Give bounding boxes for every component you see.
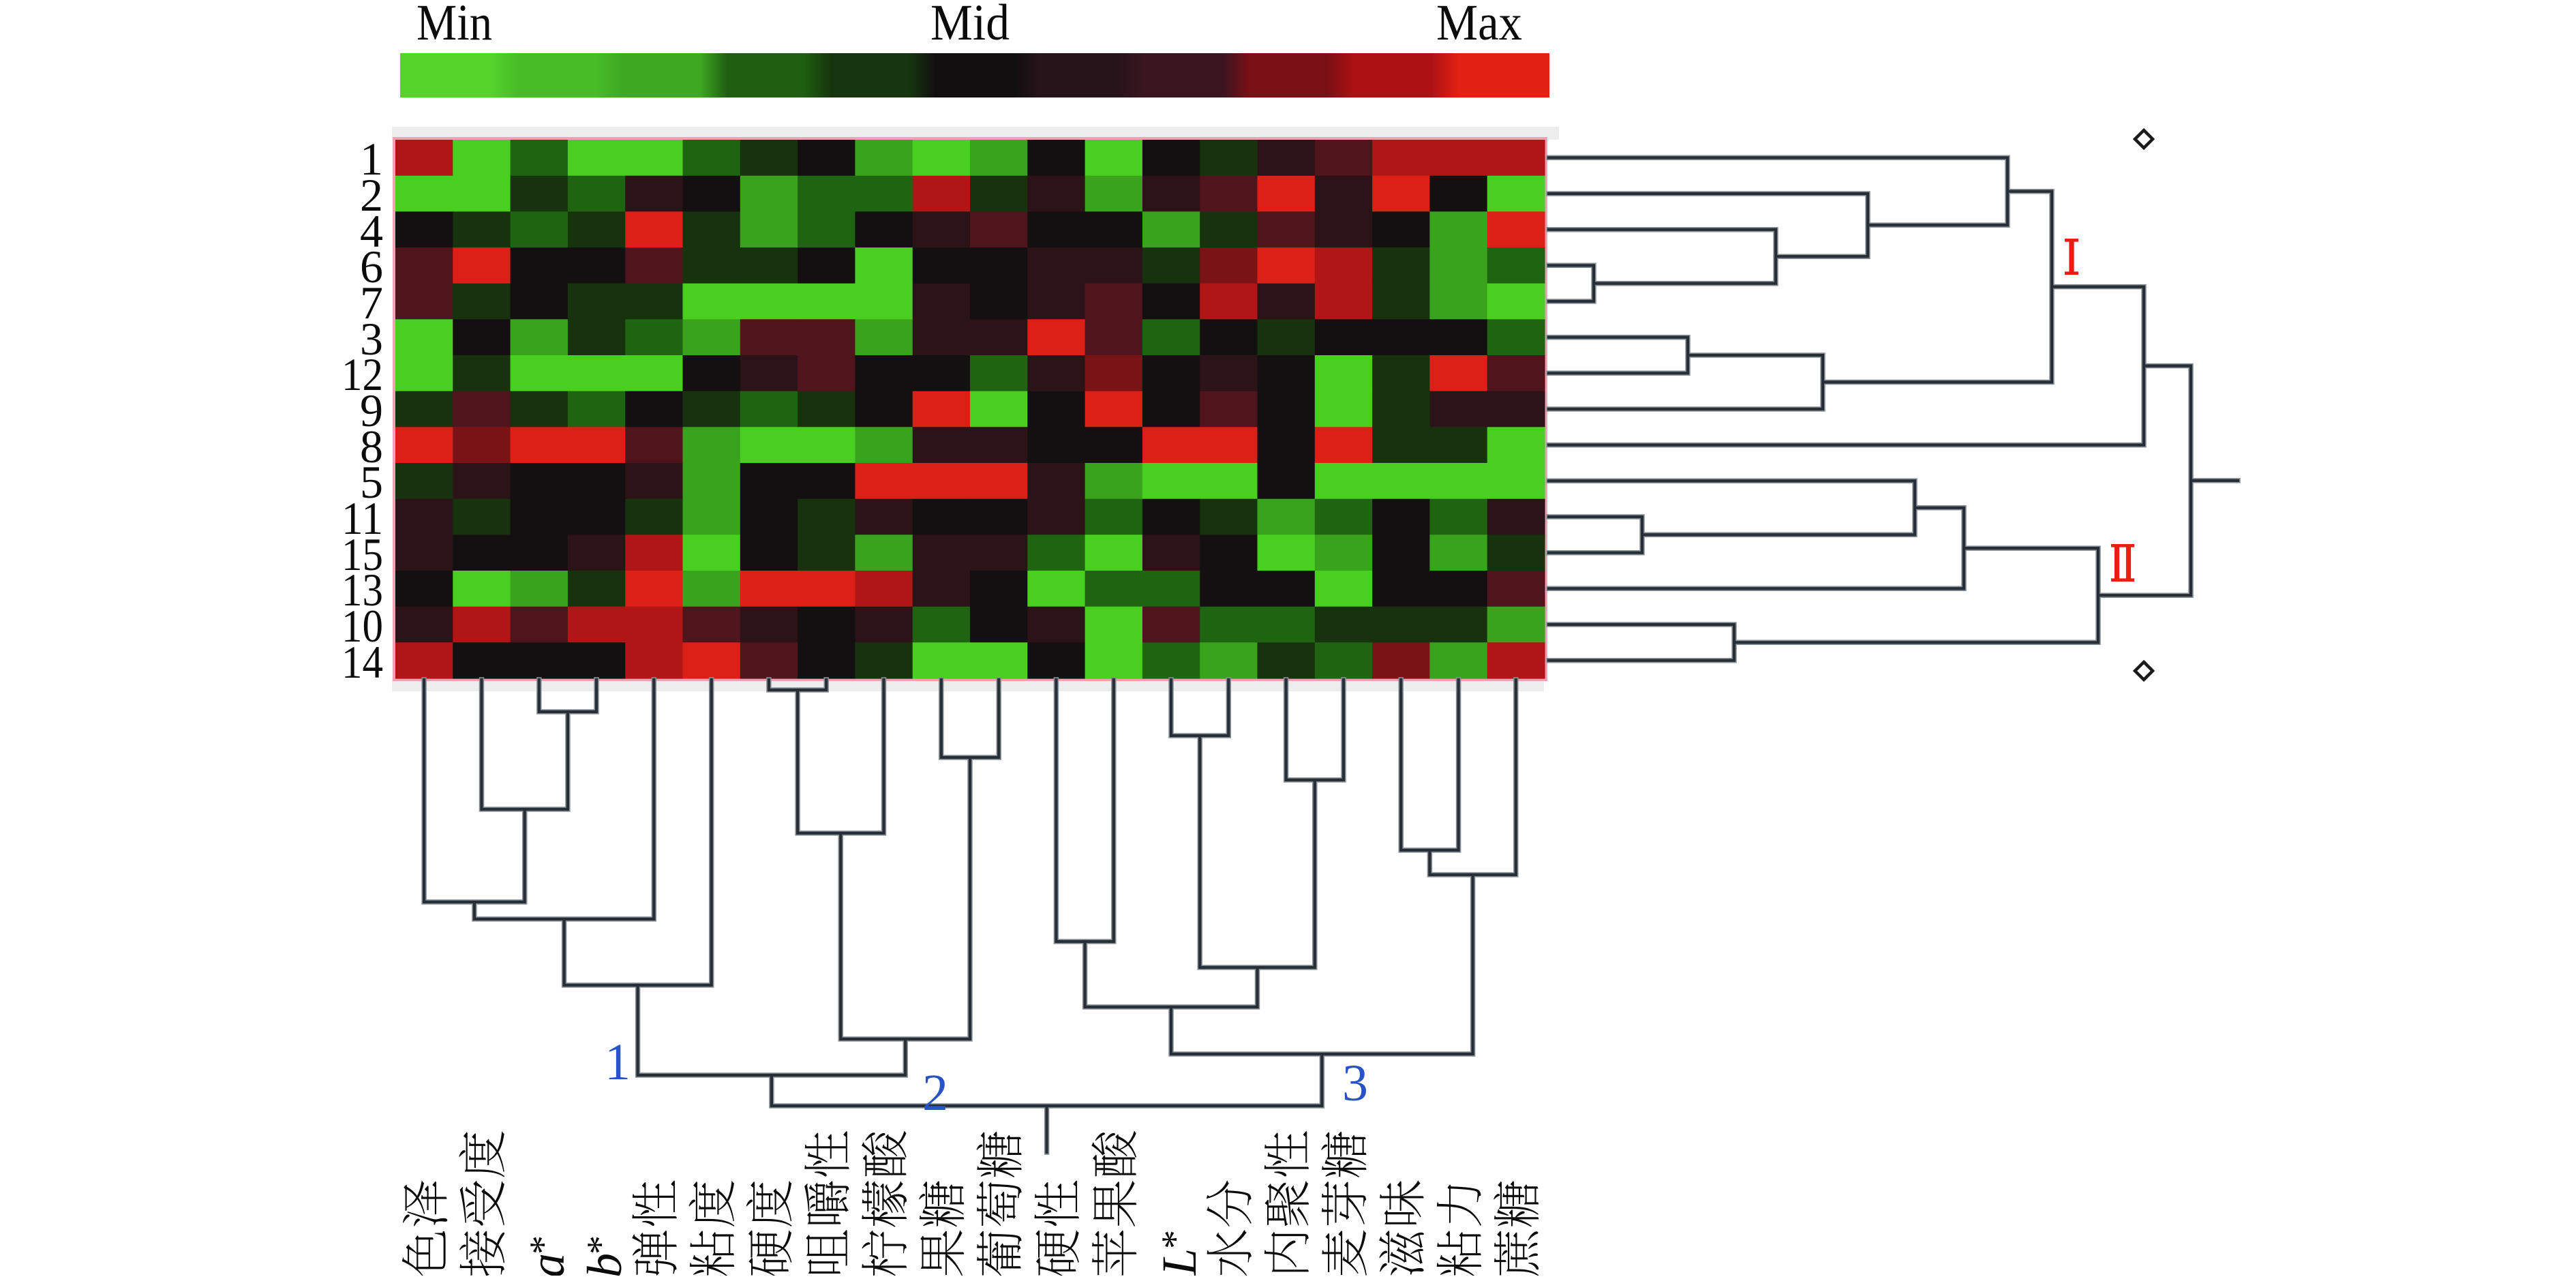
svg-text:1: 1 xyxy=(605,1034,631,1091)
svg-text:10: 10 xyxy=(342,600,383,652)
svg-text:Mid: Mid xyxy=(930,0,1010,51)
svg-text:7: 7 xyxy=(360,277,383,329)
svg-text:Min: Min xyxy=(416,0,492,51)
svg-text:1: 1 xyxy=(360,133,383,185)
svg-text:15: 15 xyxy=(342,528,383,580)
svg-text:2: 2 xyxy=(360,169,383,221)
svg-text:12: 12 xyxy=(342,348,383,400)
svg-text:14: 14 xyxy=(342,636,383,688)
svg-text:b: b xyxy=(577,1253,632,1276)
svg-text:3: 3 xyxy=(1342,1055,1368,1112)
svg-text:*: * xyxy=(579,1235,622,1254)
svg-text:2: 2 xyxy=(922,1064,948,1122)
svg-text:5: 5 xyxy=(360,456,383,508)
svg-text:*: * xyxy=(1154,1230,1196,1249)
svg-text:8: 8 xyxy=(360,421,383,472)
svg-text:9: 9 xyxy=(360,385,383,436)
svg-text:11: 11 xyxy=(342,492,383,544)
svg-text:4: 4 xyxy=(360,205,383,257)
svg-text:13: 13 xyxy=(342,564,383,616)
svg-text:6: 6 xyxy=(360,241,383,292)
svg-text:Max: Max xyxy=(1436,0,1522,51)
svg-text:a: a xyxy=(520,1253,575,1276)
svg-text:*: * xyxy=(522,1235,564,1254)
svg-text:L: L xyxy=(1152,1248,1207,1276)
svg-text:3: 3 xyxy=(360,313,383,365)
